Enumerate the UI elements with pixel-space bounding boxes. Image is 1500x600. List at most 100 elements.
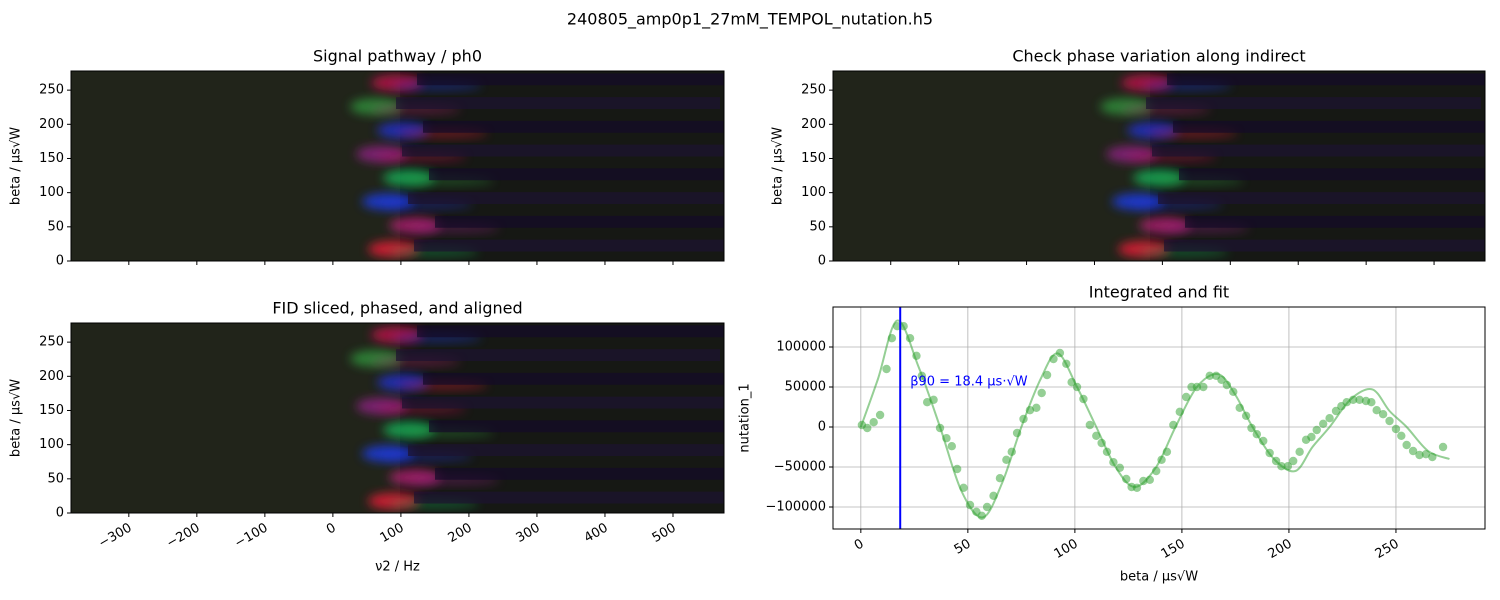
heatmap-band	[402, 144, 724, 157]
annotation: β90 = 18.4 μs·√W	[910, 375, 1028, 390]
y-tick-label: 100	[801, 185, 826, 200]
data-point	[1438, 442, 1448, 452]
data-point	[922, 398, 932, 407]
x-tick-label: −100	[232, 521, 270, 552]
fit-line	[859, 319, 1450, 519]
y-tick-label: 50000	[785, 380, 826, 395]
y-tick-label: 250	[39, 335, 64, 350]
x-tick-label: 200	[1266, 537, 1295, 562]
x-axis-label: beta / μs√W	[1120, 570, 1198, 585]
data-point	[1312, 425, 1321, 435]
heatmap-band	[1173, 120, 1485, 133]
data-point	[875, 410, 885, 420]
data-point	[869, 418, 878, 427]
plot-area	[857, 319, 1450, 520]
y-tick-label: 0	[56, 254, 64, 269]
heatmap-band	[417, 73, 724, 86]
heatmap	[71, 323, 724, 513]
x-tick-label: −300	[96, 521, 134, 552]
heatmap-band	[408, 192, 724, 204]
figure-title: 240805_amp0p1_27mM_TEMPOL_nutation.h5	[567, 10, 933, 30]
axes-frame	[70, 322, 725, 514]
data-point	[1032, 403, 1041, 412]
data-point	[882, 364, 891, 374]
heatmap-band	[435, 467, 724, 480]
heatmap	[833, 71, 1485, 261]
x-tick-label: 100	[1052, 537, 1081, 562]
axes-title: Check phase variation along indirect	[1012, 47, 1305, 66]
x-tick-label: −200	[164, 521, 202, 552]
heatmap-band	[396, 97, 720, 109]
axes-frame	[70, 70, 725, 262]
y-tick-label: 50	[47, 471, 64, 486]
data-point	[1325, 414, 1334, 423]
heatmap-band	[429, 168, 724, 181]
heatmap-band	[435, 215, 724, 228]
y-tick-label: 150	[801, 151, 826, 166]
data-point	[1295, 447, 1304, 456]
x-tick-label: 250	[1373, 537, 1402, 562]
x-tick-label: 0	[324, 521, 339, 538]
y-tick-label: 250	[39, 83, 64, 98]
data-point	[1037, 388, 1046, 398]
y-tick-label: 200	[39, 117, 64, 132]
data-point	[982, 502, 992, 512]
heatmap-band	[414, 491, 724, 504]
x-tick-label: 500	[650, 521, 679, 546]
y-tick-label: 150	[39, 151, 64, 166]
heatmap-band	[414, 239, 724, 252]
y-axis-label: beta / μs√W	[9, 379, 24, 457]
data-point	[1085, 420, 1095, 430]
heatmap-band	[1179, 168, 1485, 181]
data-point	[1372, 406, 1381, 415]
data-point	[947, 442, 956, 451]
data-point	[1331, 406, 1341, 416]
data-point	[1367, 398, 1376, 407]
heatmap-left-tint	[71, 71, 400, 261]
x-tick-label: 300	[514, 521, 543, 546]
y-tick-label: 200	[39, 369, 64, 384]
data-point	[1318, 419, 1328, 428]
data-point	[1355, 395, 1364, 404]
data-point	[1259, 436, 1268, 446]
y-tick-label: 100	[39, 185, 64, 200]
heatmap-left-tint	[833, 71, 1150, 261]
data-point	[1199, 382, 1208, 392]
heatmap-band	[402, 396, 724, 409]
axes-title: FID sliced, phased, and aligned	[272, 299, 522, 318]
y-tick-label: 50	[809, 219, 826, 234]
y-axis-label: beta / μs√W	[771, 127, 786, 205]
y-tick-label: 50	[47, 219, 64, 234]
axes-title: Integrated and fit	[1089, 283, 1229, 302]
heatmap-band	[1164, 239, 1485, 252]
x-tick-label: 150	[1159, 537, 1188, 562]
y-axis-label: nutation_1	[738, 383, 753, 452]
heatmap-band	[396, 349, 720, 361]
y-tick-label: 250	[801, 83, 826, 98]
data-point	[1055, 348, 1065, 358]
heatmap-band	[1167, 73, 1485, 86]
axes-frame	[832, 70, 1486, 262]
heatmap-left-tint	[71, 323, 400, 513]
heatmap-band	[1185, 215, 1485, 228]
data-point	[1408, 446, 1418, 456]
y-axis-label: beta / μs√W	[9, 127, 24, 205]
y-tick-label: 100	[39, 437, 64, 452]
heatmap-band	[1152, 144, 1485, 157]
data-point	[1397, 431, 1406, 440]
x-tick-label: 100	[378, 521, 407, 546]
x-tick-label: 0	[852, 537, 867, 554]
heatmap-band	[1158, 192, 1485, 204]
data-point	[1415, 450, 1424, 460]
heatmap-band	[1146, 97, 1481, 109]
y-tick-label: 100000	[776, 340, 826, 355]
axes-frame	[832, 306, 1486, 530]
data-point	[1402, 440, 1411, 450]
y-tick-label: 0	[56, 506, 64, 521]
data-point	[1378, 410, 1388, 419]
data-point	[952, 464, 962, 474]
heatmap-band	[429, 420, 724, 433]
heatmap	[71, 71, 724, 261]
data-point	[1002, 455, 1011, 464]
